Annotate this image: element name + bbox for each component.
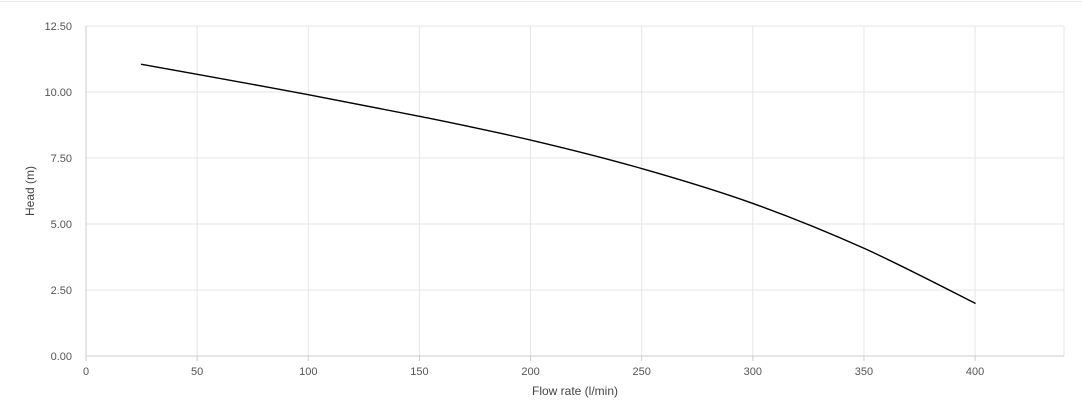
- y-tick-label: 10.00: [44, 87, 72, 99]
- x-tick-label: 200: [521, 366, 539, 378]
- y-tick-label: 2.50: [51, 285, 72, 297]
- series-layer: [140, 63, 976, 304]
- y-tick-label: 12.50: [44, 21, 72, 33]
- axis-layer: [85, 26, 1064, 361]
- x-tick-label: 100: [299, 366, 317, 378]
- x-tick-label: 300: [744, 366, 762, 378]
- y-tick-label: 7.50: [51, 153, 72, 165]
- y-axis-title: Head (m): [23, 166, 37, 216]
- x-tick-label: 50: [191, 366, 203, 378]
- x-tick-label: 400: [966, 366, 984, 378]
- y-tick-label: 5.00: [51, 219, 72, 231]
- x-tick-label: 250: [633, 366, 651, 378]
- x-tick-label: 0: [83, 366, 89, 378]
- series-line-0: [140, 63, 976, 304]
- x-tick-label: 150: [410, 366, 428, 378]
- grid-layer: [86, 25, 1065, 356]
- top-divider: [0, 1, 1082, 2]
- x-axis-title: Flow rate (l/min): [532, 384, 618, 398]
- label-layer: 0.00 2.50 5.00 7.50 10.00 12.50 0 50 100 150 200 25…: [44, 21, 984, 378]
- x-tick-label: 350: [855, 366, 873, 378]
- y-tick-label: 0.00: [51, 351, 72, 363]
